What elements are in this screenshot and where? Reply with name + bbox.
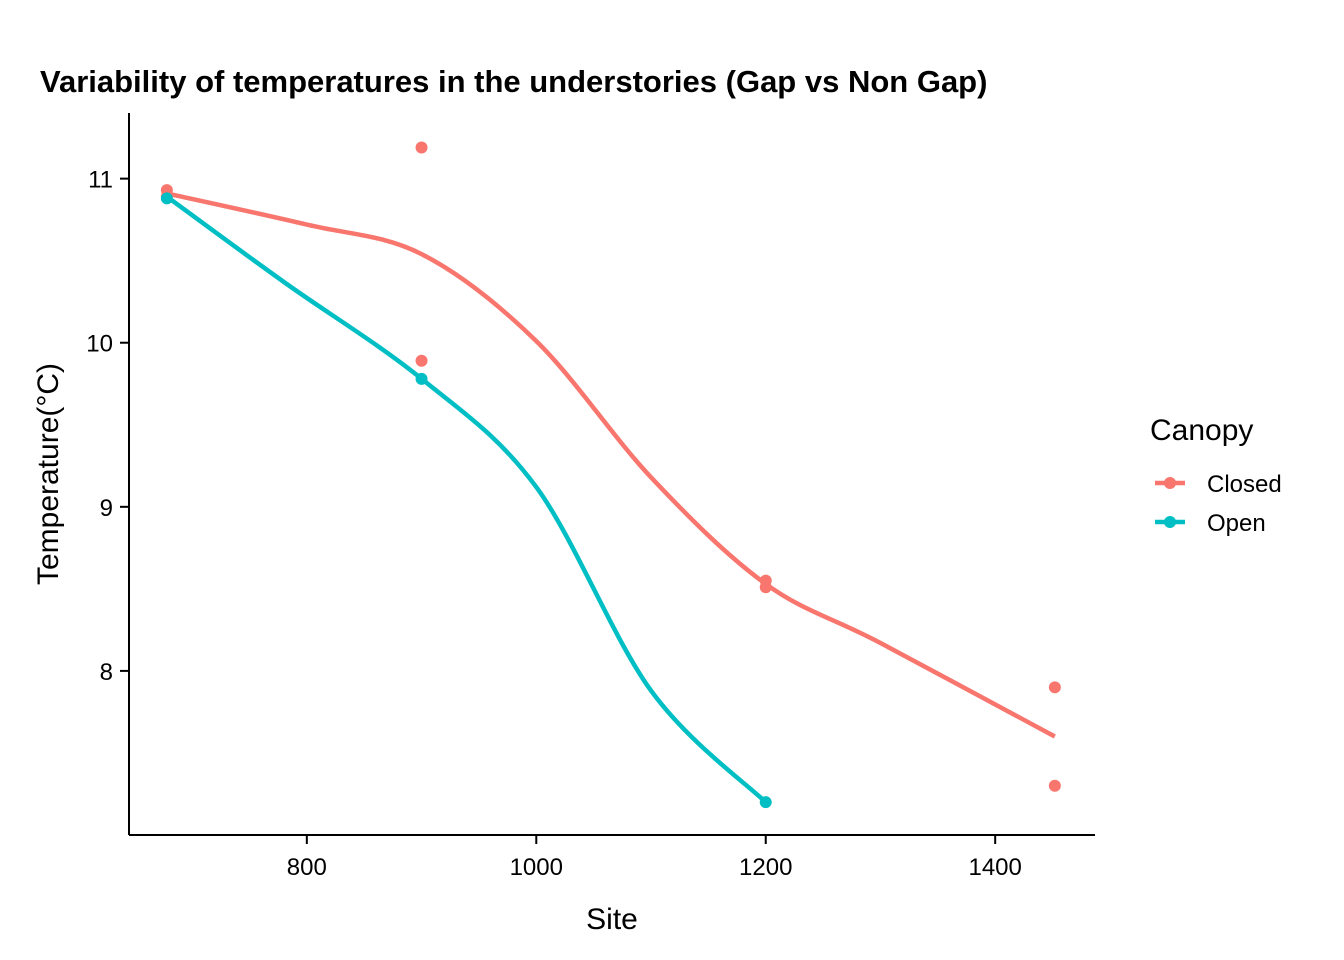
y-ticks: 8 9 10 11 <box>86 167 129 686</box>
x-tick-label: 1400 <box>968 854 1021 881</box>
data-point-closed <box>415 141 428 154</box>
legend-item-open: Open <box>1155 510 1266 537</box>
x-tick-label: 1200 <box>739 854 792 881</box>
x-axis-title: Site <box>586 903 638 936</box>
chart-title: Variability of temperatures in the under… <box>40 64 987 99</box>
x-ticks: 800 1000 1200 1400 <box>287 835 1022 881</box>
y-tick-label: 8 <box>100 659 113 686</box>
legend-key-point <box>1164 516 1176 528</box>
y-axis-title: Temperature(°C) <box>32 363 65 585</box>
smooth-line-closed <box>166 191 1056 739</box>
legend-label: Open <box>1207 510 1266 537</box>
y-tick-label: 9 <box>100 495 113 522</box>
legend-title: Canopy <box>1150 414 1253 447</box>
x-tick-label: 1000 <box>510 854 563 881</box>
x-tick-label: 800 <box>287 854 327 881</box>
smooth-line-open <box>165 194 768 804</box>
data-point-closed <box>1048 681 1061 694</box>
series-open <box>160 192 772 809</box>
data-point-closed <box>415 354 428 367</box>
legend: Canopy Closed Open <box>1150 414 1282 537</box>
legend-items: Closed Open <box>1155 471 1282 537</box>
data-point-closed <box>1048 779 1061 792</box>
legend-item-closed: Closed <box>1155 471 1282 498</box>
legend-label: Closed <box>1207 471 1282 498</box>
y-tick-label: 11 <box>88 167 113 194</box>
plot-area <box>160 141 1061 809</box>
legend-key-point <box>1164 477 1176 489</box>
series-closed <box>160 141 1061 792</box>
y-tick-label: 10 <box>86 331 113 358</box>
